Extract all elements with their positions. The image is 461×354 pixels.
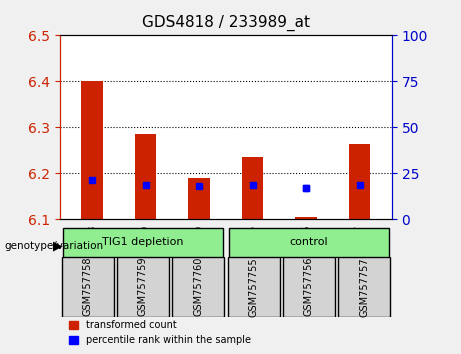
FancyBboxPatch shape [172, 257, 224, 317]
Text: GSM757760: GSM757760 [193, 257, 203, 316]
Text: GSM757759: GSM757759 [138, 257, 148, 316]
Text: ▶: ▶ [53, 240, 63, 252]
Text: control: control [290, 238, 328, 247]
FancyBboxPatch shape [228, 257, 279, 317]
FancyBboxPatch shape [338, 257, 390, 317]
Bar [189, 178, 210, 219]
Bar [242, 157, 263, 219]
Text: TIG1 depletion: TIG1 depletion [102, 238, 183, 247]
Text: GSM757757: GSM757757 [359, 257, 369, 316]
Bar [296, 217, 317, 219]
Text: genotype/variation: genotype/variation [5, 241, 104, 251]
FancyBboxPatch shape [117, 257, 169, 317]
Legend: transformed count, percentile rank within the sample: transformed count, percentile rank withi… [65, 316, 255, 349]
Text: GSM757755: GSM757755 [248, 257, 259, 316]
FancyBboxPatch shape [63, 228, 223, 257]
FancyBboxPatch shape [283, 257, 335, 317]
Bar [81, 81, 103, 219]
Text: GSM757756: GSM757756 [304, 257, 314, 316]
FancyBboxPatch shape [229, 228, 389, 257]
Bar [135, 134, 156, 219]
FancyBboxPatch shape [62, 257, 113, 317]
Bar [349, 144, 371, 219]
Text: GSM757758: GSM757758 [83, 257, 93, 316]
Title: GDS4818 / 233989_at: GDS4818 / 233989_at [142, 15, 310, 31]
